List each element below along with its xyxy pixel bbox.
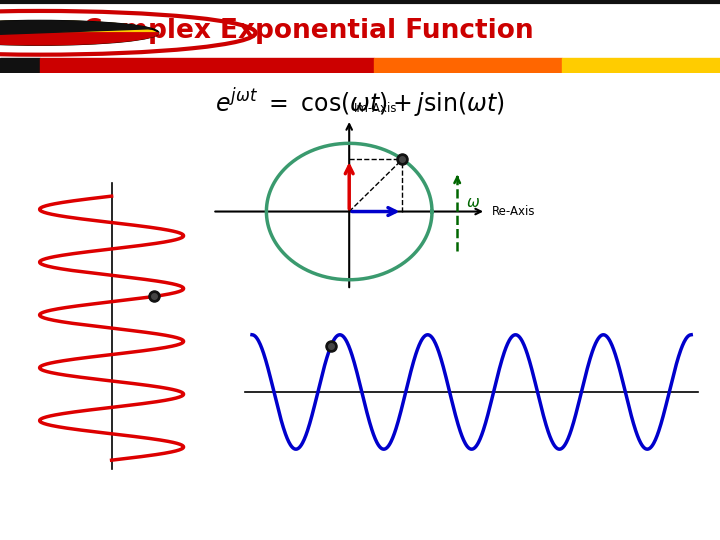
Text: $e^{j\omega t}\ =\ \cos(\omega t) + j\sin(\omega t)$: $e^{j\omega t}\ =\ \cos(\omega t) + j\si…	[215, 86, 505, 119]
Bar	[562, 58, 720, 73]
Text: $\omega$: $\omega$	[466, 195, 480, 210]
Text: © Tallal Elshabrawy: © Tallal Elshabrawy	[9, 522, 120, 531]
Bar	[0, 58, 40, 73]
Bar	[40, 58, 374, 73]
Circle shape	[0, 21, 158, 45]
Wedge shape	[0, 21, 151, 37]
Bar	[374, 58, 562, 73]
Text: 11: 11	[693, 519, 711, 534]
Text: Im-Axis: Im-Axis	[354, 102, 397, 114]
Wedge shape	[0, 33, 158, 45]
Text: Complex Exponential Function: Complex Exponential Function	[83, 18, 534, 44]
Text: Re-Axis: Re-Axis	[492, 205, 535, 218]
